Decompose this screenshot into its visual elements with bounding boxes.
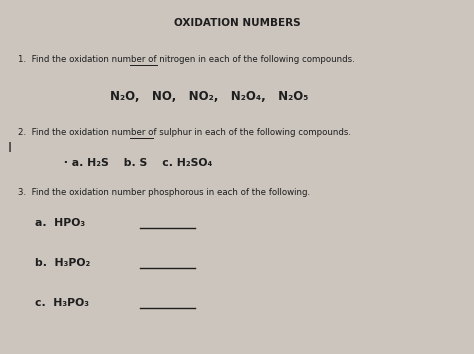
Text: · a. H₂S    b. S    c. H₂SO₄: · a. H₂S b. S c. H₂SO₄ — [60, 158, 212, 168]
Text: b.  H₃PO₂: b. H₃PO₂ — [35, 258, 90, 268]
Text: N₂O,   NO,   NO₂,   N₂O₄,   N₂O₅: N₂O, NO, NO₂, N₂O₄, N₂O₅ — [110, 90, 309, 103]
Text: c.  H₃PO₃: c. H₃PO₃ — [35, 298, 89, 308]
Text: I: I — [8, 141, 12, 155]
Text: a.  HPO₃: a. HPO₃ — [35, 218, 85, 228]
Text: OXIDATION NUMBERS: OXIDATION NUMBERS — [173, 18, 301, 28]
Text: 1.  Find the oxidation number of nitrogen in each of the following compounds.: 1. Find the oxidation number of nitrogen… — [18, 55, 355, 64]
Text: 2.  Find the oxidation number of sulphur in each of the following compounds.: 2. Find the oxidation number of sulphur … — [18, 128, 351, 137]
Text: 3.  Find the oxidation number phosphorous in each of the following.: 3. Find the oxidation number phosphorous… — [18, 188, 310, 197]
